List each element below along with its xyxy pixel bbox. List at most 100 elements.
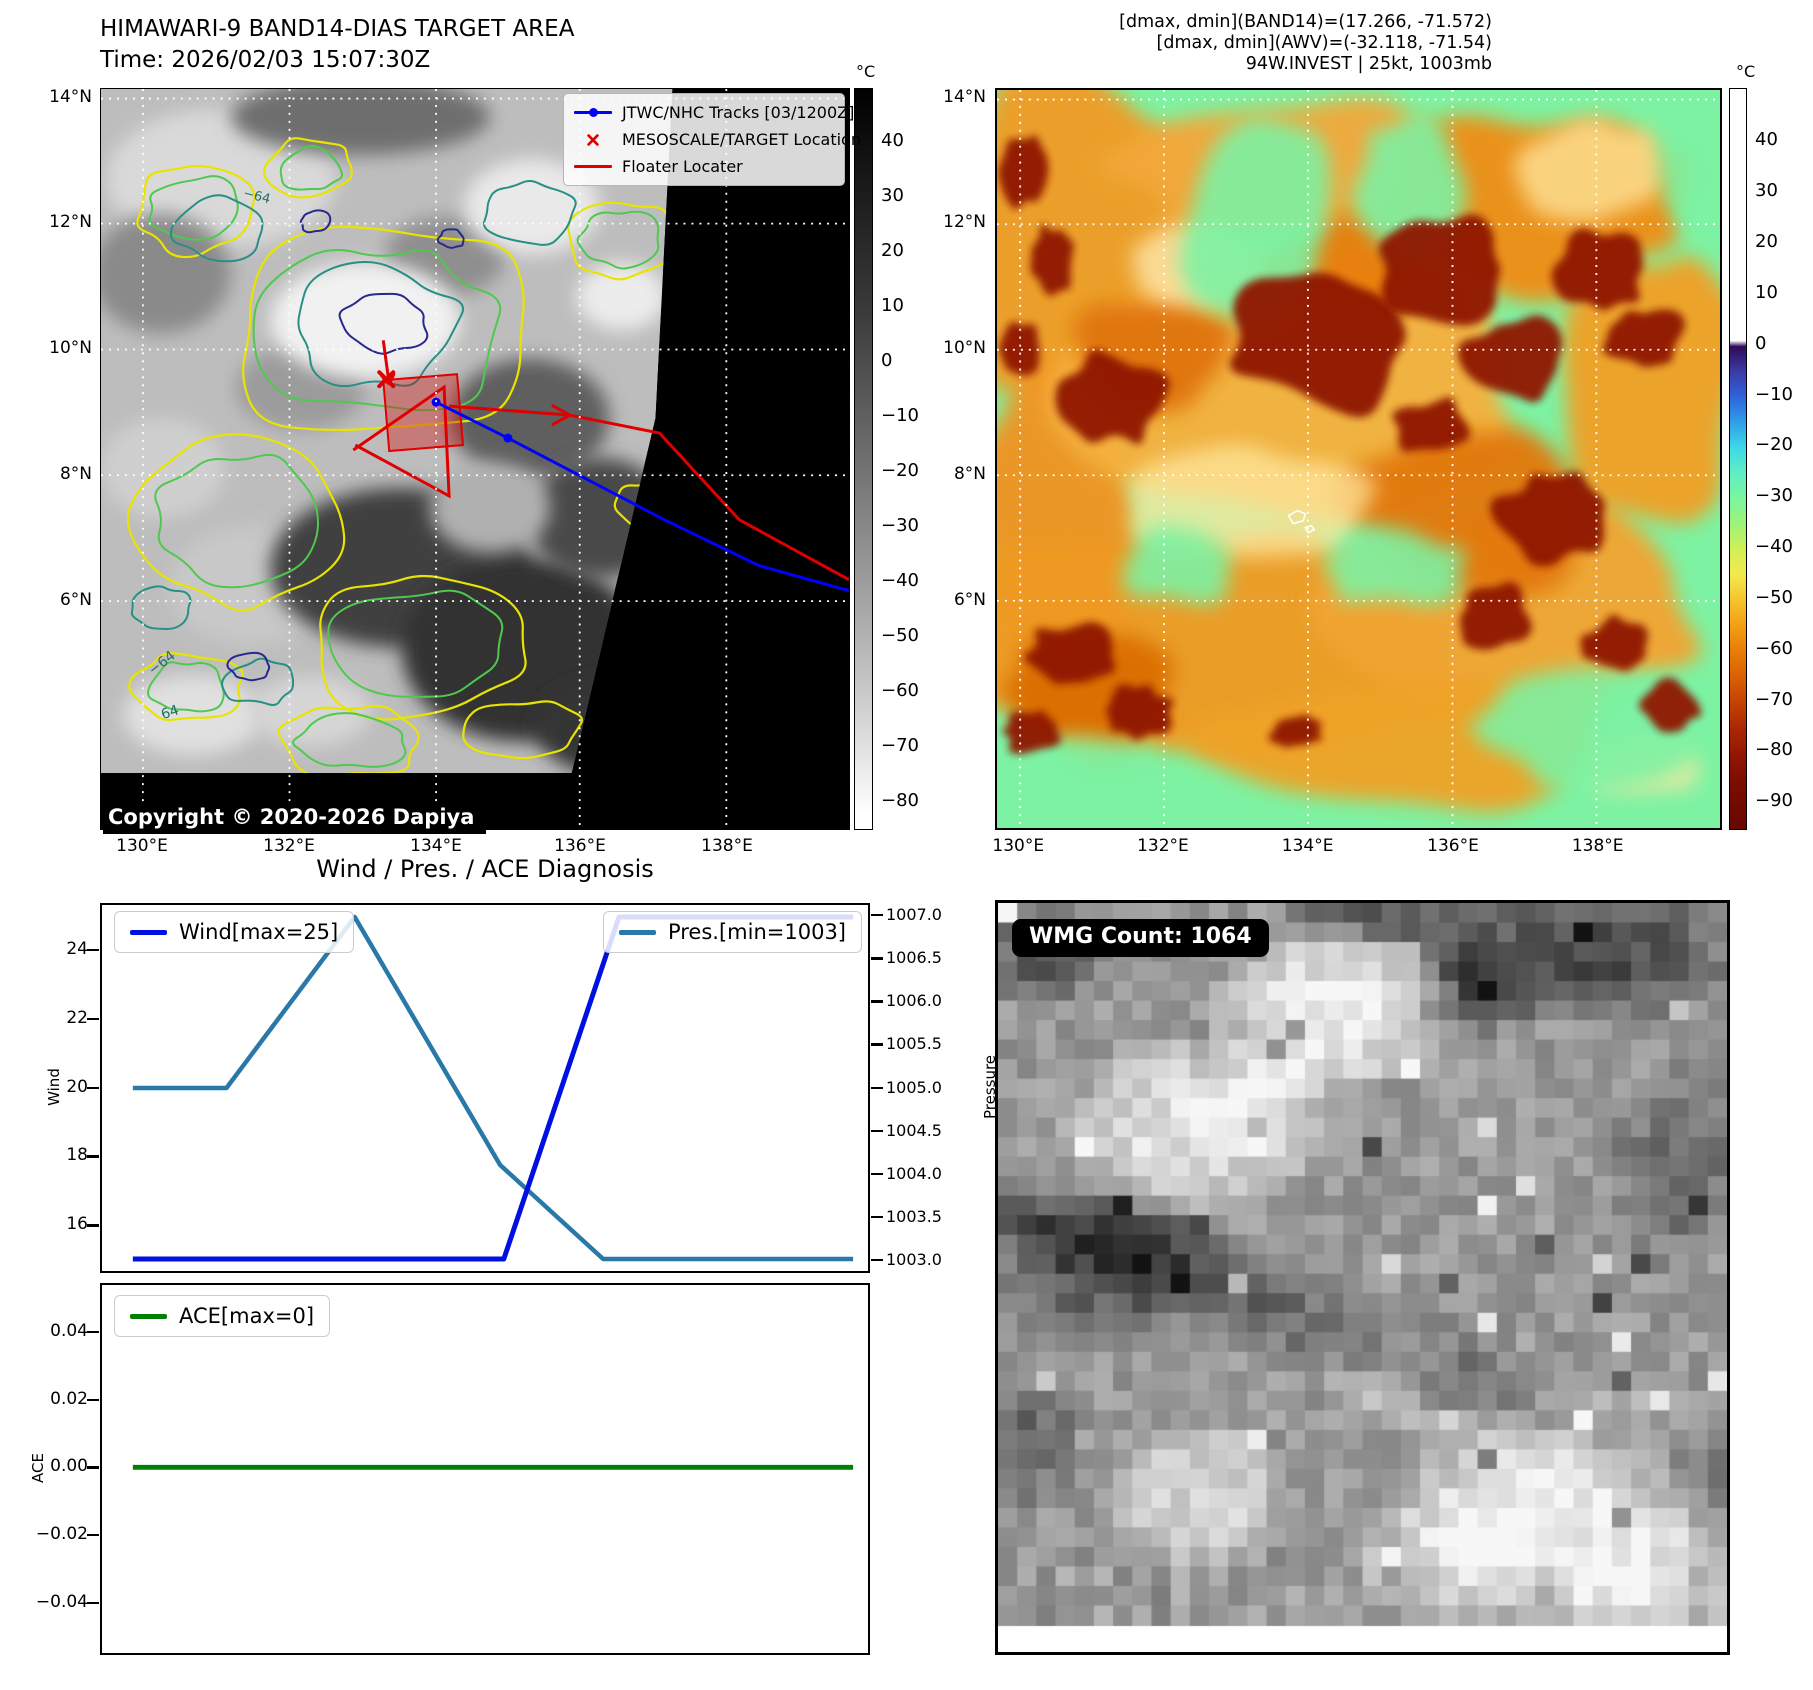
band14-map-legend: JTWC/NHC Tracks [03/1200Z] MESOSCALE/TAR… <box>563 93 861 186</box>
band14-colorbar-tick: −60 <box>881 679 919 701</box>
tick-mark <box>87 1017 99 1020</box>
awv-lat-label: 6°N <box>953 590 986 611</box>
wind-pressure-plot-area <box>132 914 854 1262</box>
band14-title: HIMAWARI-9 BAND14-DIAS TARGET AREA Time:… <box>100 14 574 76</box>
band14-colorbar-tick: 40 <box>881 130 904 152</box>
tick-mark <box>871 1129 883 1132</box>
awv-colorbar-tick: 0 <box>1755 332 1767 354</box>
wmg-count-label: WMG Count: 1064 <box>1012 919 1269 957</box>
band14-lat-label: 6°N <box>59 590 92 611</box>
band14-colorbar <box>854 88 873 830</box>
tick-mark <box>87 1601 99 1604</box>
awv-lon-label: 136°E <box>1427 836 1479 856</box>
band14-colorbar-unit: °C <box>856 62 876 81</box>
wind-pressure-chart <box>100 903 870 1273</box>
legend-row-target: MESOSCALE/TARGET Location <box>574 130 861 149</box>
awv-colorbar <box>1729 88 1747 830</box>
copyright-watermark: Copyright © 2020-2026 Dapiya <box>103 803 487 834</box>
ace-plot-area <box>132 1464 854 1470</box>
band14-colorbar-tick: 10 <box>881 295 904 317</box>
pressure-tick-label: 1004.5 <box>886 1120 942 1140</box>
wind-legend-label: Wind[max=25] <box>179 920 339 944</box>
tick-mark <box>87 1224 99 1227</box>
awv-lon-label: 130°E <box>992 836 1045 856</box>
awv-header-line3: 94W.INVEST | 25kt, 1003mb <box>1245 54 1492 74</box>
tick-mark <box>87 1086 99 1089</box>
awv-colorbar-tick: 20 <box>1755 231 1778 253</box>
awv-colorbar-tick: 30 <box>1755 180 1778 202</box>
awv-colorbar-tick: −60 <box>1755 637 1793 659</box>
awv-colorbar-tick: −20 <box>1755 434 1793 456</box>
awv-satellite-map <box>995 88 1722 830</box>
track-line-dot-marker <box>574 107 612 119</box>
awv-lon-label: 138°E <box>1571 836 1624 856</box>
band14-colorbar-tick: 20 <box>881 240 904 262</box>
pressure-legend-label: Pres.[min=1003] <box>667 920 846 944</box>
band14-colorbar-tick: 30 <box>881 185 904 207</box>
legend-item-jtwc-tracks: JTWC/NHC Tracks [03/1200Z] <box>622 103 855 122</box>
legend-item-mesoscale-target: MESOSCALE/TARGET Location <box>622 130 861 149</box>
ace-tick-label: −0.02 <box>35 1523 88 1544</box>
awv-header-line2: [dmax, dmin](AWV)=(-32.118, -71.54) <box>1156 33 1492 53</box>
red-x-marker-icon <box>574 133 612 146</box>
wind-tick-label: 16 <box>66 1214 88 1235</box>
band14-colorbar-tick: −70 <box>881 734 919 756</box>
band14-colorbar-tick: −80 <box>881 789 919 811</box>
band14-colorbar-tick: −10 <box>881 405 919 426</box>
tick-mark <box>871 1172 883 1176</box>
legend-row-tracks: JTWC/NHC Tracks [03/1200Z] <box>574 103 854 122</box>
awv-lat-label: 10°N <box>943 338 986 359</box>
pressure-tick-label: 1007.0 <box>886 905 942 925</box>
awv-lat-label: 14°N <box>943 86 986 107</box>
ace-legend-label: ACE[max=0] <box>179 1304 315 1328</box>
wind-legend: Wind[max=25] <box>114 911 355 953</box>
awv-colorbar-tick: −80 <box>1755 739 1793 761</box>
band14-lat-label: 8°N <box>59 464 92 485</box>
band14-lat-label: 12°N <box>49 212 92 233</box>
awv-colorbar-tick: −40 <box>1755 536 1793 558</box>
svg-text:−64: −64 <box>242 186 272 207</box>
pressure-tick-label: 1005.0 <box>886 1077 942 1097</box>
wmg-mosaic-image <box>998 903 1727 1652</box>
pressure-legend: Pres.[min=1003] <box>602 911 862 953</box>
wind-legend-swatch <box>130 929 167 935</box>
tick-mark <box>871 1043 883 1046</box>
awv-colorbar-tick: −30 <box>1755 485 1793 507</box>
pressure-tick-label: 1004.0 <box>886 1163 942 1183</box>
pressure-tick-label: 1006.5 <box>886 948 942 968</box>
awv-header-line1: [dmax, dmin](BAND14)=(17.266, -71.572) <box>1119 12 1492 32</box>
awv-colorbar-tick: −50 <box>1755 586 1793 608</box>
tick-mark <box>87 1533 99 1537</box>
awv-map-image <box>997 90 1720 828</box>
tick-mark <box>871 1258 883 1262</box>
legend-row-floater: Floater Locater <box>574 157 834 176</box>
tick-mark <box>87 1398 99 1402</box>
wind-tick-label: 20 <box>66 1076 88 1097</box>
band14-colorbar-tick: −40 <box>881 569 919 591</box>
ace-tick-label: 0.02 <box>50 1388 88 1409</box>
pressure-tick-label: 1006.0 <box>886 991 942 1011</box>
red-line-marker <box>574 161 612 173</box>
awv-colorbar-tick: −70 <box>1755 688 1793 710</box>
band14-lon-label: 130°E <box>116 836 168 856</box>
ace-tick-label: 0.04 <box>50 1321 88 1342</box>
band14-colorbar-tick: −30 <box>881 514 919 536</box>
band14-colorbar-tick: 0 <box>881 350 893 372</box>
wind-tick-label: 18 <box>66 1145 88 1166</box>
awv-colorbar-tick: −90 <box>1755 790 1793 812</box>
ace-legend: ACE[max=0] <box>114 1295 331 1337</box>
band14-colorbar-tick: −50 <box>881 624 919 646</box>
band14-lon-label: 134°E <box>410 836 462 856</box>
awv-colorbar-tick: −10 <box>1755 383 1793 405</box>
legend-item-floater-locater: Floater Locater <box>622 157 743 176</box>
ace-tick-label: 0.00 <box>50 1456 88 1477</box>
wind-tick-label: 24 <box>66 938 88 959</box>
band14-title-line1: HIMAWARI-9 BAND14-DIAS TARGET AREA <box>100 16 575 42</box>
ace-legend-swatch <box>130 1313 167 1319</box>
band14-title-line2: Time: 2026/02/03 15:07:30Z <box>100 47 431 73</box>
pressure-tick-label: 1003.0 <box>886 1249 942 1269</box>
awv-colorbar-tick: 10 <box>1755 281 1778 303</box>
awv-lon-label: 132°E <box>1137 836 1189 856</box>
